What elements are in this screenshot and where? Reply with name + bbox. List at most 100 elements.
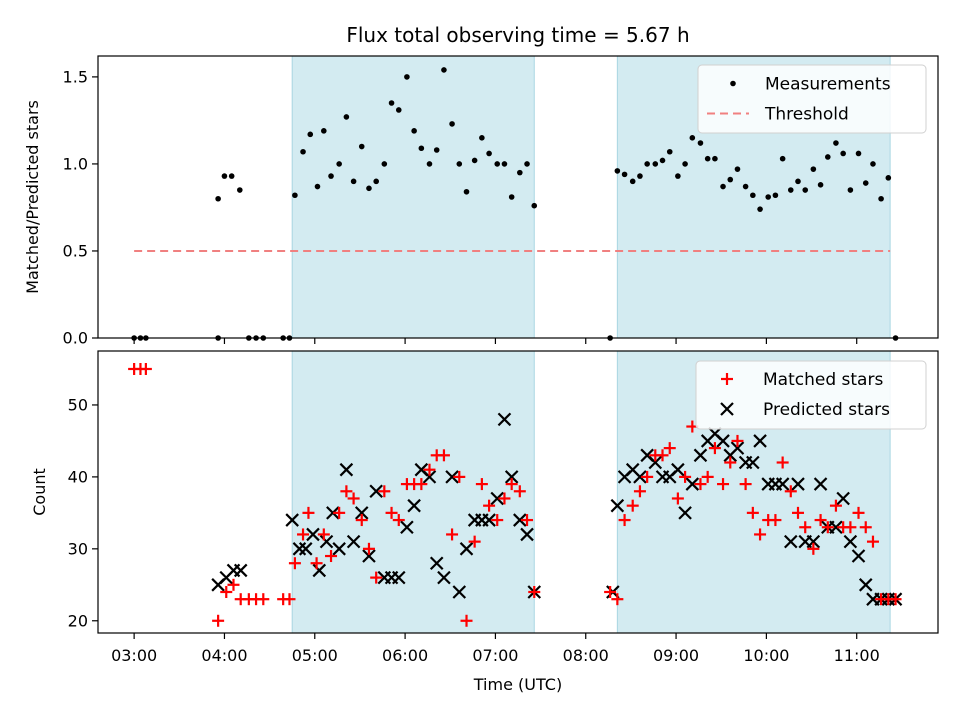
matched-point	[521, 514, 534, 527]
predicted-point	[829, 520, 843, 535]
measurement-point	[381, 161, 388, 167]
measurement-point	[501, 161, 508, 167]
measurement-point	[847, 187, 854, 193]
matched-point	[288, 557, 301, 570]
legend-measurements-marker	[730, 80, 736, 87]
predicted-point	[504, 470, 519, 484]
measurement-point	[795, 178, 801, 185]
measurement-point	[734, 166, 741, 172]
matched-point	[844, 521, 857, 534]
matched-point	[505, 478, 518, 491]
matched-point	[139, 362, 152, 375]
matched-point	[333, 506, 346, 519]
matched-point	[671, 492, 684, 505]
predicted-point	[346, 534, 361, 549]
matched-point	[283, 593, 296, 606]
predicted-point	[746, 455, 760, 470]
predicted-point	[513, 513, 527, 527]
measurement-point	[666, 148, 673, 155]
matched-point	[446, 528, 459, 541]
xtick-label: 11:00	[834, 646, 880, 665]
measurement-point	[727, 176, 734, 183]
measurement-point	[810, 166, 817, 172]
measurement-point	[817, 182, 824, 188]
matched-point	[807, 542, 820, 555]
predicted-point	[671, 462, 685, 477]
measurement-point	[307, 131, 314, 138]
measurement-point	[215, 195, 221, 202]
xtick-label: 10:00	[743, 646, 789, 665]
predicted-point	[298, 542, 313, 556]
predicted-point	[648, 455, 663, 470]
predicted-point	[716, 434, 730, 448]
measurement-point	[433, 147, 440, 153]
bottom-y-axis-label: Count	[30, 468, 49, 516]
xtick-label: 07:00	[472, 646, 518, 665]
measurement-point	[404, 74, 410, 80]
predicted-point	[369, 484, 383, 499]
matched-point	[347, 492, 360, 505]
matched-point	[731, 434, 744, 447]
predicted-point	[354, 506, 369, 520]
legend-matched-marker	[721, 373, 733, 385]
predicted-point	[497, 412, 512, 427]
matched-point	[641, 470, 654, 483]
shaded-interval	[291, 350, 535, 634]
bottom-ytick-label: 30	[68, 539, 88, 558]
predicted-point	[678, 506, 692, 520]
predicted-point	[362, 549, 376, 563]
shaded-interval	[291, 55, 535, 339]
measurement-point	[292, 192, 298, 199]
xtick-label: 04:00	[201, 646, 247, 665]
measurement-point	[757, 206, 763, 212]
matched-point	[866, 535, 879, 548]
matched-point	[618, 514, 631, 527]
matched-point	[701, 470, 714, 483]
matched-point	[626, 499, 639, 512]
legend-threshold-label: Threshold	[764, 105, 849, 125]
measurement-point	[862, 180, 869, 186]
predicted-point	[775, 477, 790, 491]
matched-point	[754, 528, 767, 541]
matched-point	[656, 449, 669, 462]
measurement-point	[629, 178, 636, 185]
measurement-point	[524, 161, 530, 167]
measurement-point	[697, 140, 704, 146]
matched-point	[739, 478, 752, 491]
matched-point	[227, 578, 240, 591]
bottom-x-ticks: 03:00 04:00 05:00 06:00 07:00 08:00 09:00 10:00…	[111, 633, 880, 665]
measurement-point	[840, 150, 846, 157]
matched-point	[814, 514, 827, 527]
predicted-point	[633, 470, 647, 484]
predicted-point	[312, 563, 327, 578]
predicted-point	[437, 570, 451, 585]
predicted-point	[459, 542, 474, 556]
predicted-point	[233, 563, 248, 578]
predicted-point	[693, 448, 708, 463]
matched-point	[437, 449, 450, 462]
measurement-point	[479, 135, 485, 141]
measurement-point	[366, 185, 372, 192]
matched-point	[694, 478, 707, 491]
measurement-point	[531, 202, 538, 209]
matched-point	[475, 478, 488, 491]
predicted-point	[326, 506, 340, 520]
measurement-point	[652, 161, 659, 167]
chart-title: Flux total observing time = 5.67 h	[346, 23, 689, 47]
measurement-point	[787, 187, 794, 193]
predicted-point	[730, 441, 745, 455]
matched-point	[370, 571, 383, 584]
measurement-point	[343, 114, 350, 120]
bottom-legend-box	[695, 360, 927, 430]
measurement-point	[508, 194, 515, 200]
predicted-point	[753, 434, 767, 448]
measurement-point	[463, 188, 470, 195]
predicted-point	[339, 462, 354, 477]
matched-point	[679, 470, 692, 483]
predicted-point	[422, 470, 437, 484]
measurement-point	[870, 161, 876, 167]
legend-measurements-label: Measurements	[765, 75, 891, 95]
bottom-ytick-label: 50	[68, 395, 88, 414]
measurement-point	[373, 178, 379, 185]
